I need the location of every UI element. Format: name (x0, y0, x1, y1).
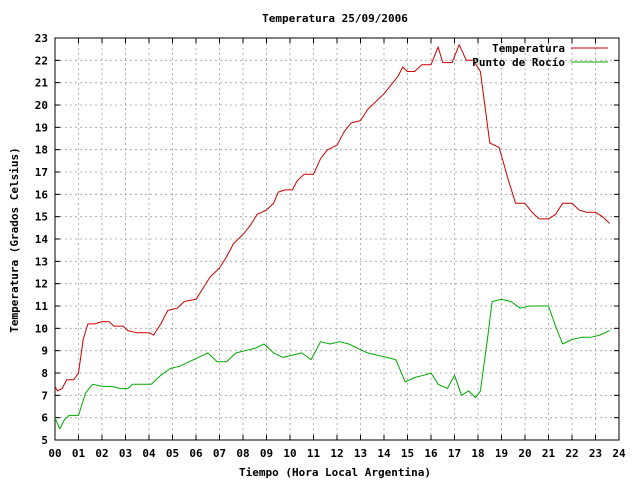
x-tick-label: 03 (119, 447, 132, 460)
y-tick-label: 13 (35, 255, 48, 268)
y-tick-label: 5 (41, 434, 48, 447)
y-tick-label: 11 (35, 300, 49, 313)
x-tick-label: 02 (95, 447, 108, 460)
y-tick-label: 20 (35, 99, 48, 112)
y-tick-label: 23 (35, 32, 48, 45)
x-tick-label: 21 (542, 447, 556, 460)
x-tick-label: 19 (495, 447, 508, 460)
x-tick-label: 11 (307, 447, 321, 460)
x-tick-label: 08 (236, 447, 249, 460)
x-tick-label: 24 (612, 447, 626, 460)
legend-label: Temperatura (492, 42, 565, 55)
y-axis-title: Temperatura (Grados Celsius) (8, 147, 21, 332)
y-tick-label: 9 (41, 345, 48, 358)
x-tick-label: 12 (330, 447, 343, 460)
x-axis-title: Tiempo (Hora Local Argentina) (239, 466, 431, 479)
x-tick-label: 16 (424, 447, 438, 460)
y-tick-label: 6 (41, 412, 48, 425)
y-tick-label: 15 (35, 211, 48, 224)
x-tick-label: 23 (589, 447, 602, 460)
y-tick-label: 17 (35, 166, 48, 179)
x-tick-label: 18 (471, 447, 484, 460)
plot-frame (54, 37, 620, 441)
x-tick-label: 22 (565, 447, 578, 460)
x-tick-label: 07 (213, 447, 226, 460)
legend-label: Punto de Rocío (472, 56, 565, 69)
x-tick-label: 05 (166, 447, 179, 460)
x-tick-label: 06 (189, 447, 203, 460)
plot-series (54, 44, 610, 430)
grid (55, 38, 619, 440)
y-tick-label: 18 (35, 144, 48, 157)
x-tick-label: 10 (283, 447, 296, 460)
y-tick-label: 8 (41, 367, 48, 380)
y-tick-label: 14 (35, 233, 49, 246)
y-tick-label: 10 (35, 322, 48, 335)
y-tick-label: 12 (35, 278, 48, 291)
x-tick-label: 15 (401, 447, 414, 460)
y-tick-label: 19 (35, 121, 48, 134)
chart-title: Temperatura 25/09/2006 (262, 12, 408, 25)
y-tick-label: 21 (35, 77, 49, 90)
x-tick-label: 00 (48, 447, 61, 460)
x-tick-label: 04 (142, 447, 156, 460)
x-tick-label: 01 (72, 447, 86, 460)
y-tick-label: 22 (35, 54, 48, 67)
y-tick-label: 7 (41, 389, 48, 402)
y-tick-label: 16 (35, 188, 49, 201)
x-tick-label: 17 (448, 447, 461, 460)
series-line-punto-de-rocio (54, 298, 610, 430)
x-tick-label: 13 (354, 447, 367, 460)
series-line-temperatura (54, 44, 610, 392)
x-tick-label: 14 (377, 447, 391, 460)
x-tick-label: 20 (518, 447, 531, 460)
x-tick-label: 09 (260, 447, 273, 460)
axes: 00 01 02 03 04 05 06 07 08 09 10 11 12 13 14 15 16 17 18 19… (35, 32, 626, 460)
